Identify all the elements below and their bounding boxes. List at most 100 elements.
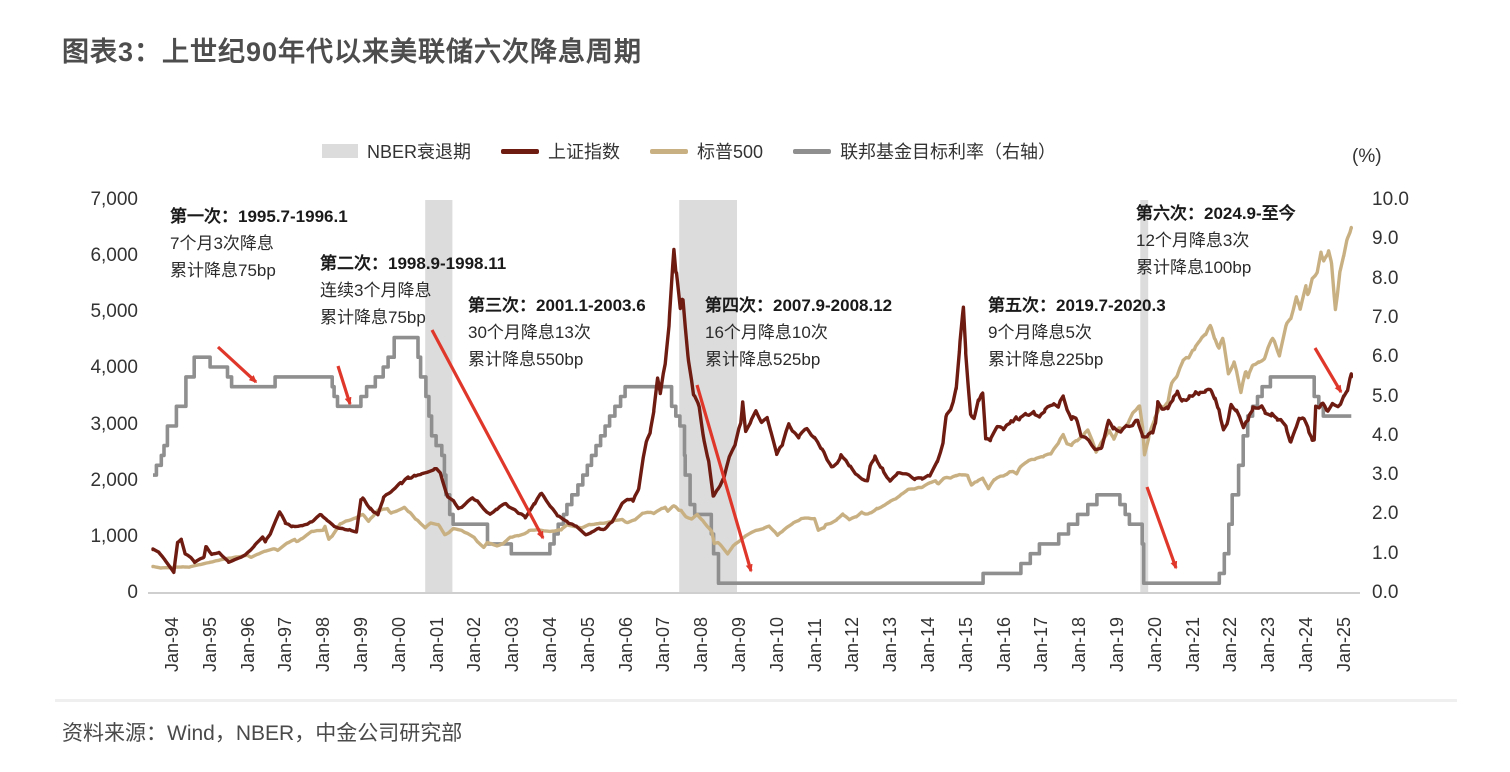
right-axis-tick: 8.0 [1372, 267, 1399, 289]
legend-item: 联邦基金目标利率（右轴） [793, 138, 1056, 164]
chart-legend: NBER衰退期 上证指数 标普500 联邦基金目标利率（右轴） [322, 138, 1056, 164]
x-axis-tick: Jan-99 [351, 616, 371, 672]
x-axis-tick: Jan-06 [615, 616, 636, 672]
annotation-line: 累计降息75bp [320, 308, 426, 327]
right-axis-tick: 3.0 [1372, 464, 1399, 486]
annotation-line: 7个月3次降息 [170, 234, 274, 253]
annotation-title: 第四次：2007.9-2008.12 [705, 296, 893, 315]
annotation-line: 累计降息525bp [705, 350, 821, 369]
x-axis-tick: Jan-96 [237, 616, 258, 672]
x-axis-tick: Jan-94 [162, 616, 182, 672]
right-axis-tick: 7.0 [1372, 306, 1399, 328]
annotation-line: 连续3个月降息 [320, 281, 432, 300]
x-axis-tick: Jan-16 [993, 616, 1014, 672]
rate-cut-arrow [1313, 347, 1343, 394]
rate-cut-annotation: 第一次：1995.7-1996.1 7个月3次降息 累计降息75bp [170, 203, 348, 284]
x-axis-tick: Jan-15 [955, 616, 976, 672]
x-axis-tick: Jan-22 [1220, 616, 1241, 672]
right-axis-tick: 6.0 [1372, 346, 1399, 368]
legend-line-swatch-icon [793, 148, 832, 154]
x-axis-tick: Jan-24 [1296, 616, 1316, 672]
annotation-line: 16个月降息10次 [705, 323, 828, 342]
legend-label: 上证指数 [548, 142, 621, 162]
x-axis-tick: Jan-08 [691, 616, 712, 672]
x-axis-tick: Jan-21 [1182, 616, 1203, 672]
x-axis-tick: Jan-05 [577, 616, 598, 672]
right-axis-tick: 2.0 [1372, 503, 1399, 525]
annotation-title: 第六次：2024.9-至今 [1136, 204, 1296, 223]
legend-line-swatch-icon [501, 148, 540, 154]
annotation-title: 第二次：1998.9-1998.11 [320, 254, 507, 273]
x-axis-tick: Jan-18 [1069, 616, 1090, 672]
x-axis-tick: Jan-03 [502, 616, 523, 672]
x-axis-tick: Jan-02 [464, 616, 485, 672]
page-title: 图表3：上世纪90年代以来美联储六次降息周期 [62, 37, 643, 67]
legend-label: NBER衰退期 [367, 142, 472, 162]
rate-cut-arrow [1145, 486, 1178, 570]
left-axis-tick: 7,000 [90, 189, 138, 210]
shanghai-composite-line [151, 247, 1353, 575]
legend-label: 标普500 [697, 142, 764, 162]
rate-cut-annotation: 第三次：2001.1-2003.6 30个月降息13次 累计降息550bp [468, 292, 646, 373]
rate-cut-arrow [216, 345, 258, 384]
left-axis-tick: 4,000 [90, 357, 138, 379]
annotation-line: 9个月降息5次 [988, 323, 1092, 342]
left-axis-tick: 0 [127, 582, 138, 603]
legend-band-swatch-icon [322, 144, 358, 158]
x-axis-tick: Jan-09 [729, 616, 749, 672]
annotation-line: 12个月降息3次 [1136, 231, 1250, 250]
left-axis-tick: 1,000 [90, 525, 138, 547]
x-axis-tick: Jan-12 [842, 616, 863, 672]
left-axis-tick: 6,000 [90, 245, 138, 267]
sp500-line [151, 225, 1353, 570]
x-axis-tick: Jan-17 [1031, 616, 1052, 672]
nber-recession-band [679, 200, 737, 593]
annotation-line: 累计降息225bp [988, 350, 1104, 369]
x-axis-tick: Jan-00 [388, 616, 409, 672]
nber-recession-band [1140, 200, 1149, 593]
left-axis-tick: 3,000 [90, 413, 138, 435]
annotation-line: 累计降息75bp [170, 261, 276, 280]
fed-funds-rate-step-line [153, 335, 1352, 585]
right-axis-tick: 1.0 [1372, 542, 1399, 564]
right-axis-tick: 0.0 [1372, 582, 1399, 603]
legend-item: 上证指数 [501, 138, 620, 164]
x-axis-tick: Jan-07 [653, 616, 674, 672]
x-axis-tick: Jan-97 [275, 616, 296, 672]
x-axis-tick: Jan-23 [1258, 616, 1279, 672]
rate-cut-arrow [695, 384, 753, 573]
chart-bottom-border [55, 699, 1457, 702]
x-axis-tick: Jan-13 [880, 616, 901, 672]
rate-cut-annotation: 第二次：1998.9-1998.11 连续3个月降息 累计降息75bp [320, 250, 506, 331]
annotation-title: 第三次：2001.1-2003.6 [468, 296, 646, 315]
rate-cut-annotation: 第四次：2007.9-2008.12 16个月降息10次 累计降息525bp [705, 292, 892, 373]
annotation-line: 累计降息550bp [468, 350, 584, 369]
right-axis-unit: (%) [1352, 146, 1382, 167]
annotation-line: 累计降息100bp [1136, 258, 1252, 277]
x-axis-tick: Jan-11 [804, 618, 825, 672]
rate-cut-annotation: 第六次：2024.9-至今 12个月降息3次 累计降息100bp [1136, 200, 1296, 281]
annotation-line: 30个月降息13次 [468, 323, 591, 342]
right-axis-tick: 4.0 [1372, 424, 1399, 446]
annotation-title: 第五次：2019.7-2020.3 [988, 296, 1166, 315]
right-axis-tick: 5.0 [1372, 385, 1399, 407]
x-axis-tick: Jan-04 [540, 616, 560, 672]
x-axis-tick: Jan-95 [199, 616, 220, 672]
source-note: 资料来源：Wind，NBER，中金公司研究部 [62, 722, 463, 745]
x-axis-tick: Jan-01 [426, 616, 447, 672]
left-axis-tick: 2,000 [90, 469, 138, 491]
x-axis-tick: Jan-20 [1144, 616, 1165, 672]
x-axis-tick: Jan-98 [313, 616, 334, 672]
rate-cut-annotation: 第五次：2019.7-2020.3 9个月降息5次 累计降息225bp [988, 292, 1166, 373]
legend-item: 标普500 [650, 138, 763, 164]
left-axis-tick: 5,000 [90, 301, 138, 323]
legend-line-swatch-icon [650, 148, 689, 154]
right-axis-tick: 10.0 [1372, 189, 1409, 210]
rate-cut-arrow [430, 329, 545, 540]
legend-label: 联邦基金目标利率（右轴） [840, 142, 1057, 162]
legend-item: NBER衰退期 [322, 138, 471, 164]
x-axis-tick: Jan-14 [918, 616, 938, 672]
rate-cut-arrow [336, 365, 352, 406]
